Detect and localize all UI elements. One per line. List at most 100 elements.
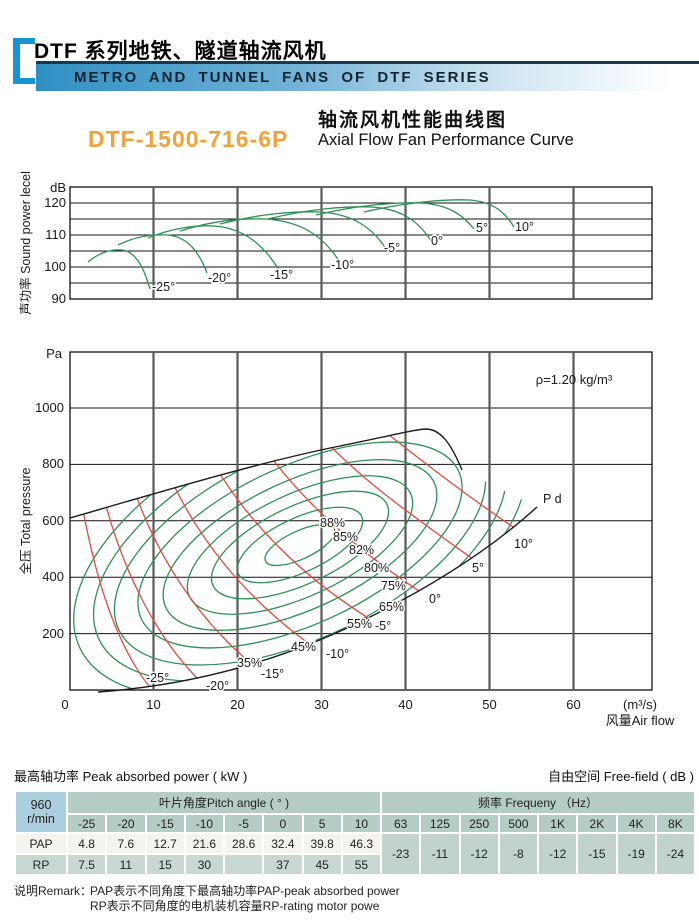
rp-value: 30 [185,855,223,874]
rp-row-label: RP [16,855,66,874]
pitch-angle-col: 5 [303,815,341,832]
free-field-caption: 自由空间 Free-field ( dB ) [548,769,694,784]
sound-ytick: 110 [45,227,66,242]
free-field-value: -8 [499,834,537,874]
pressure-xtick: 50 [482,697,496,712]
free-field-value: -12 [460,834,498,874]
pressure-unit-label: Pa [46,346,63,361]
pap-value: 12.7 [146,834,184,853]
charts-canvas: dB 120 110 100 90 声功率 Sound power lecel … [18,171,675,728]
frequency-col: 2K [578,815,616,832]
pap-value: 21.6 [185,834,223,853]
sound-angle-label: -10° [331,258,354,272]
free-field-value: -11 [421,834,459,874]
pressure-xtick: 40 [398,697,412,712]
pressure-angle-label: 0° [429,592,441,606]
sound-power-chart: dB 120 110 100 90 声功率 Sound power lecel … [18,171,653,315]
pressure-angle-label: -5° [375,619,391,633]
rp-value: 15 [146,855,184,874]
header-banner-text: METRO AND TUNNEL FANS OF DTF SERIES [74,69,491,86]
flow-unit-label: (m³/s) [623,697,657,712]
pap-row-label: PAP [16,834,66,853]
curve-title-zh: 轴流风机性能曲线图 [318,110,508,131]
sound-angle-label: -15° [270,268,293,282]
performance-table: 960 r/min 叶片角度Pitch angle ( ° ) 频率 Frequ… [14,790,696,876]
pressure-angle-label: 5° [472,561,484,575]
free-field-value: -12 [539,834,577,874]
pitch-angle-col: 10 [342,815,380,832]
pap-value: 32.4 [264,834,302,853]
flow-axis-label: 风量Air flow [606,713,675,728]
efficiency-label: 80% [364,561,389,575]
header-bracket-decoration [13,38,35,84]
frequency-col: 63 [382,815,420,832]
rp-value: 45 [303,855,341,874]
pap-value: 7.6 [107,834,145,853]
frequency-col: 8K [656,815,694,832]
frequency-col: 250 [460,815,498,832]
frequency-header: 频率 Frequeny （Hz） [382,792,694,813]
rp-value: 7.5 [68,855,106,874]
speed-value: 960 [30,798,52,812]
pressure-xtick: 30 [314,697,328,712]
sound-ytick: 100 [44,259,66,274]
rp-value [225,855,263,874]
air-density-note: ρ=1.20 kg/m³ [536,372,613,387]
pitch-angle-col: -5 [225,815,263,832]
free-field-value: -19 [617,834,655,874]
sound-unit-label: dB [50,180,66,195]
pressure-ytick: 800 [42,456,64,471]
pressure-ytick: 600 [42,513,64,528]
pressure-chart-grid [69,351,653,691]
rp-value: 11 [107,855,145,874]
frequency-col: 500 [499,815,537,832]
free-field-value: -23 [382,834,420,874]
pressure-xtick: 10 [146,697,160,712]
pap-value: 46.3 [342,834,380,853]
peak-power-caption: 最高轴功率 Peak absorbed power ( kW ) [14,769,248,784]
pap-value: 39.8 [303,834,341,853]
sound-ytick: 90 [52,291,66,306]
pitch-angle-col: -25 [68,815,106,832]
pressure-angle-label: 10° [514,537,533,551]
sound-angle-label: 0° [431,234,443,248]
free-field-value: -15 [578,834,616,874]
sound-ytick: 120 [44,195,66,210]
sound-angle-label: 5° [476,221,488,235]
efficiency-label: 55% [347,617,372,631]
page-title: DTF 系列地铁、隧道轴流风机 [34,40,327,64]
pitch-angle-col: -10 [185,815,223,832]
pressure-origin-tick: 0 [61,697,68,712]
pitch-angle-header: 叶片角度Pitch angle ( ° ) [68,792,380,813]
efficiency-label: 45% [291,640,316,654]
pitch-angle-col: -20 [107,815,145,832]
curve-title-en: Axial Flow Fan Performance Curve [318,131,574,149]
rp-value: 37 [264,855,302,874]
remark-label: 说明Remark： [14,884,93,898]
pitch-angle-col: -15 [146,815,184,832]
pressure-xtick: 20 [230,697,244,712]
fan-model-code: DTF-1500-716-6P [88,126,289,152]
pressure-angle-label: -20° [206,679,229,693]
pressure-angle-label: -15° [261,667,284,681]
pressure-ytick: 400 [42,569,64,584]
pressure-y-axis-label: 全压 Total pressure [18,467,33,574]
remark-note: 说明Remark： PAP表示不同角度下最高轴功率PAP-peak absorb… [14,884,614,914]
table-captions: 最高轴功率 Peak absorbed power ( kW ) 自由空间 Fr… [14,766,694,785]
efficiency-label: 35% [237,656,262,670]
pressure-angle-label: -10° [326,647,349,661]
free-field-value: -24 [656,834,694,874]
performance-curve-chart: Pa 1000 800 600 400 200 0 10 20 30 40 50… [18,346,675,728]
efficiency-label: 65% [379,600,404,614]
sound-angle-label: -5° [384,241,400,255]
sound-angle-label: -25° [152,280,175,294]
sound-angle-label: -20° [208,271,231,285]
pap-value: 4.8 [68,834,106,853]
frequency-col: 125 [421,815,459,832]
sound-y-axis-label: 声功率 Sound power lecel [18,171,33,315]
efficiency-label: 88% [320,516,345,530]
efficiency-label: 75% [381,579,406,593]
pd-curve-label: P d [543,492,562,506]
header-banner: METRO AND TUNNEL FANS OF DTF SERIES [36,61,699,91]
